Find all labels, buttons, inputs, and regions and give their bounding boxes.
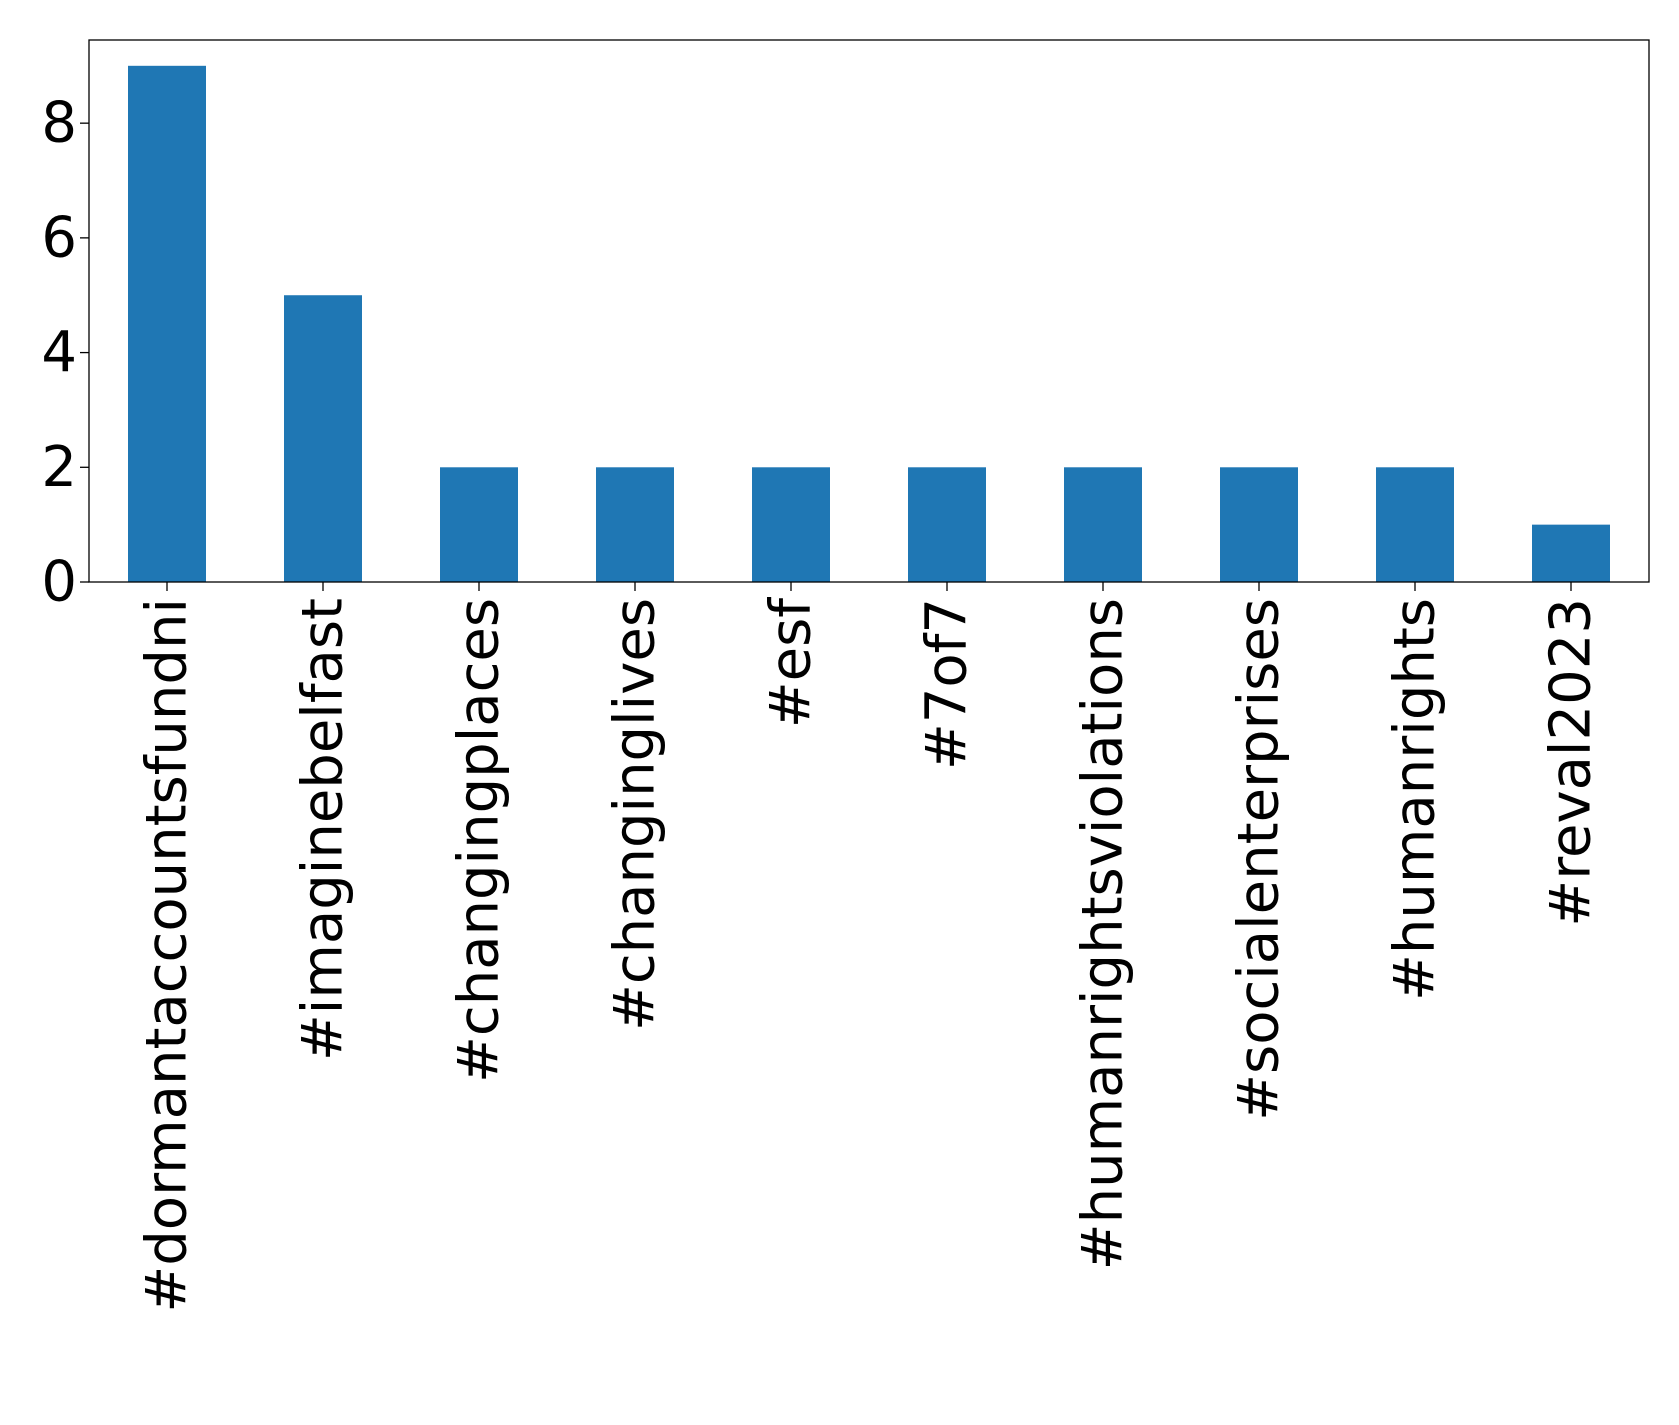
y-tick-label: 6 <box>41 205 77 270</box>
x-tick-label: #7of7 <box>915 598 980 770</box>
x-tick-label: #esf <box>759 597 824 729</box>
x-tick-label: #imaginebelfast <box>291 598 356 1061</box>
bar <box>128 65 206 583</box>
bar <box>1064 467 1142 582</box>
x-tick-label: #socialenterprises <box>1227 598 1292 1121</box>
x-axis: #dormantaccountsfundni #imaginebelfast #ch… <box>135 582 1604 1313</box>
x-tick-label: #humanrights <box>1383 598 1448 1001</box>
bar <box>1376 467 1454 582</box>
x-tick-label: #dormantaccountsfundni <box>135 598 200 1313</box>
x-tick-label: #changingplaces <box>447 598 512 1083</box>
y-tick-label: 8 <box>41 91 77 156</box>
bar <box>1220 467 1298 582</box>
plot-frame <box>88 39 1650 583</box>
bar <box>440 467 518 582</box>
y-tick-label: 0 <box>41 550 77 615</box>
y-tick-label: 2 <box>41 435 77 500</box>
bars-group <box>128 65 1610 583</box>
bar <box>284 295 362 582</box>
x-tick-label: #reval2023 <box>1539 598 1604 927</box>
bar <box>596 467 674 582</box>
y-tick-label: 4 <box>41 320 77 385</box>
y-axis: 0 2 4 6 8 <box>41 91 89 615</box>
bar <box>752 467 830 582</box>
x-tick-label: #humanrightsviolations <box>1071 598 1136 1270</box>
bar <box>908 467 986 582</box>
x-tick-label: #changinglives <box>603 598 668 1031</box>
bar <box>1532 524 1610 582</box>
